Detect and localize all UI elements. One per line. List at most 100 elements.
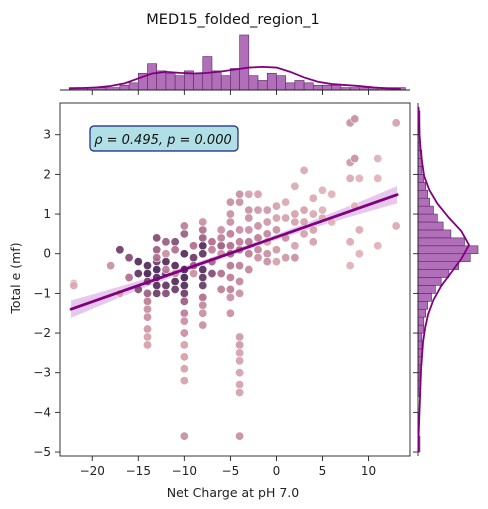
x-tick-label: 10 xyxy=(361,464,376,478)
scatter-point xyxy=(225,229,235,239)
scatter-point xyxy=(225,273,235,283)
x-hist-bar xyxy=(193,72,204,91)
scatter-point xyxy=(225,261,235,271)
scatter-point xyxy=(179,340,189,350)
scatter-point xyxy=(281,253,291,263)
plot-frame xyxy=(59,102,411,457)
scatter-point xyxy=(225,308,235,318)
scatter-point xyxy=(152,280,162,290)
scatter-point xyxy=(235,388,245,398)
y-tick-label: −2 xyxy=(33,326,51,340)
x-hist-bar xyxy=(147,63,158,91)
scatter-point xyxy=(354,173,364,183)
x-tick-label: −10 xyxy=(172,464,197,478)
scatter-point xyxy=(253,205,263,215)
scatter-point xyxy=(308,225,318,235)
scatter-point xyxy=(106,261,116,271)
scatter-point xyxy=(143,304,153,314)
y-hist-bar xyxy=(417,308,427,318)
y-hist-bar xyxy=(417,277,442,286)
y-tick-label: 0 xyxy=(43,247,51,261)
scatter-point xyxy=(235,276,245,286)
scatter-point xyxy=(373,154,383,164)
y-tick-label: −4 xyxy=(33,405,51,419)
scatter-point xyxy=(170,261,180,271)
x-tick-label: −20 xyxy=(80,464,105,478)
scatter-point xyxy=(179,249,189,259)
scatter-point xyxy=(207,245,217,255)
scatter-point xyxy=(170,276,180,286)
y-axis-label: Total e (mf) xyxy=(8,242,23,314)
y-hist-bar xyxy=(417,182,427,191)
annotation-text: ρ = 0.495, p = 0.000 xyxy=(94,133,232,148)
scatter-point xyxy=(317,185,327,195)
scatter-point xyxy=(198,292,208,302)
x-kde-curve xyxy=(69,65,401,90)
x-marginal-histogram xyxy=(60,34,410,91)
scatter-point xyxy=(345,237,355,247)
scatter-point xyxy=(170,284,180,294)
scatter-point xyxy=(216,233,226,243)
x-tick-label: −15 xyxy=(126,464,151,478)
y-hist-bar xyxy=(417,285,436,294)
x-hist-bar xyxy=(303,82,314,91)
scatter-point xyxy=(271,257,281,267)
x-hist-bar xyxy=(266,72,277,91)
scatter-point xyxy=(152,245,162,255)
scatter-point xyxy=(152,265,162,275)
x-tick-label: 0 xyxy=(273,464,281,478)
scatter-point xyxy=(198,300,208,310)
x-hist-bar xyxy=(119,84,130,91)
scatter-point xyxy=(373,173,383,183)
scatter-point xyxy=(225,241,235,251)
scatter-point xyxy=(235,340,245,350)
scatter-point xyxy=(179,221,189,231)
scatter-point xyxy=(271,245,281,255)
scatter-point xyxy=(170,245,180,255)
scatter-point xyxy=(327,189,337,199)
y-hist-bar xyxy=(417,269,450,278)
scatter-point xyxy=(244,225,254,235)
y-hist-bar xyxy=(417,332,423,342)
scatter-point xyxy=(143,332,153,342)
scatter-point xyxy=(152,288,162,298)
scatter-point xyxy=(225,284,235,294)
x-hist-bar xyxy=(230,68,240,91)
scatter-point xyxy=(235,332,245,342)
scatter-point xyxy=(350,114,360,124)
scatter-point xyxy=(207,237,217,247)
scatter-point xyxy=(235,380,245,390)
scatter-point xyxy=(262,257,272,267)
y-tick-label: −3 xyxy=(33,366,51,380)
scatter-point xyxy=(179,273,189,283)
x-hist-bar xyxy=(331,84,342,91)
y-kde-curve xyxy=(417,106,471,453)
y-hist-bar xyxy=(417,221,444,231)
scatter-point xyxy=(391,118,401,128)
scatter-point xyxy=(225,292,235,302)
scatter-point xyxy=(161,257,171,267)
scatter-point xyxy=(281,213,291,223)
y-hist-bar xyxy=(417,293,432,302)
scatter-point xyxy=(235,348,245,358)
scatter-point xyxy=(290,241,300,251)
y-tick-label: 1 xyxy=(43,207,51,221)
scatter-point xyxy=(262,217,272,227)
scatter-point xyxy=(179,280,189,290)
scatter-point xyxy=(152,253,162,263)
y-hist-bar xyxy=(417,324,425,334)
scatter-point xyxy=(198,217,208,227)
scatter-point xyxy=(299,229,309,239)
y-marginal-histogram xyxy=(417,103,479,456)
scatter-point xyxy=(198,225,208,235)
scatter-point xyxy=(207,269,217,279)
scatter-point xyxy=(235,356,245,366)
x-hist-bar xyxy=(220,75,231,91)
scatter-point xyxy=(391,221,401,231)
scatter-point xyxy=(225,217,235,227)
y-hist-bar xyxy=(417,316,425,326)
scatter-point xyxy=(271,225,281,235)
x-axis-ticks: −20 −15 −10 −5 0 5 10 xyxy=(80,90,376,478)
scatter-point xyxy=(143,269,153,279)
